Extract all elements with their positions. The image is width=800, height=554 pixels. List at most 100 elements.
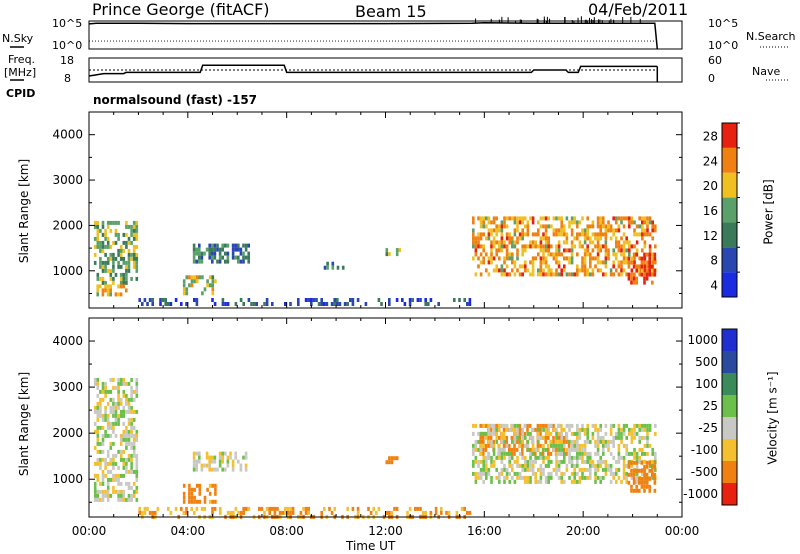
data-cell bbox=[635, 240, 639, 245]
data-cell bbox=[112, 252, 115, 257]
data-cell bbox=[589, 240, 592, 245]
data-cell bbox=[516, 240, 519, 245]
data-cell bbox=[648, 468, 651, 473]
data-cell bbox=[96, 244, 100, 249]
data-cell bbox=[622, 443, 626, 448]
data-cell bbox=[114, 272, 118, 277]
data-cell bbox=[518, 463, 522, 468]
data-cell bbox=[627, 276, 631, 281]
data-cell bbox=[521, 455, 524, 460]
data-cell bbox=[615, 268, 618, 273]
data-cell bbox=[638, 232, 641, 237]
data-cell bbox=[221, 247, 224, 252]
data-cell bbox=[531, 232, 535, 237]
data-cell bbox=[482, 423, 485, 428]
data-cell bbox=[505, 423, 509, 428]
data-cell bbox=[604, 459, 608, 464]
velocity-cbar-swatch bbox=[722, 373, 737, 395]
data-cell bbox=[239, 463, 243, 468]
data-cell bbox=[495, 264, 498, 269]
data-cell bbox=[651, 468, 654, 473]
data-cell bbox=[578, 268, 582, 273]
data-cell bbox=[132, 244, 136, 249]
data-cell bbox=[565, 232, 569, 237]
data-cell bbox=[555, 459, 558, 464]
data-cell bbox=[395, 456, 399, 461]
data-cell bbox=[591, 459, 595, 464]
data-cell bbox=[586, 216, 589, 221]
data-cell bbox=[581, 260, 584, 265]
data-cell bbox=[516, 268, 519, 273]
data-cell bbox=[214, 499, 217, 504]
data-cell bbox=[596, 431, 600, 436]
data-cell bbox=[208, 243, 211, 248]
data-cell bbox=[346, 506, 349, 511]
data-cell bbox=[526, 439, 530, 444]
data-cell bbox=[289, 302, 292, 306]
data-cell bbox=[641, 423, 644, 428]
data-cell bbox=[547, 244, 550, 249]
data-cell bbox=[242, 255, 245, 260]
data-cell bbox=[599, 435, 602, 440]
data-cell bbox=[96, 437, 100, 442]
data-cell bbox=[195, 251, 198, 256]
freq-panel bbox=[10, 57, 788, 83]
data-cell bbox=[563, 240, 566, 245]
data-cell bbox=[263, 302, 266, 306]
data-cell bbox=[188, 495, 191, 500]
data-cell bbox=[375, 510, 378, 515]
data-cell bbox=[114, 477, 118, 482]
data-cell bbox=[529, 431, 532, 436]
data-cell bbox=[633, 431, 636, 436]
data-cell bbox=[495, 232, 498, 237]
data-cell bbox=[104, 252, 107, 257]
data-cell bbox=[205, 247, 209, 252]
data-cell bbox=[534, 459, 537, 464]
data-cell bbox=[635, 488, 638, 493]
data-cell bbox=[492, 228, 496, 233]
data-cell bbox=[630, 276, 633, 281]
data-cell bbox=[511, 455, 514, 460]
data-cell bbox=[646, 431, 649, 436]
data-cell bbox=[117, 477, 120, 482]
data-cell bbox=[96, 497, 100, 502]
data-cell bbox=[487, 260, 491, 265]
velocity-cbar-tick-label: 25 bbox=[703, 399, 718, 413]
data-cell bbox=[127, 481, 131, 486]
data-cell bbox=[198, 275, 202, 280]
data-cell bbox=[539, 463, 543, 468]
plot-frame bbox=[88, 317, 683, 518]
nsky-series bbox=[88, 21, 659, 50]
data-cell bbox=[101, 493, 105, 498]
data-cell bbox=[630, 216, 634, 221]
data-cell bbox=[135, 268, 139, 273]
data-cell bbox=[119, 409, 123, 414]
data-cell bbox=[106, 284, 110, 289]
data-cell bbox=[112, 465, 115, 470]
data-cell bbox=[206, 279, 209, 284]
data-cell bbox=[498, 451, 501, 456]
data-cell bbox=[513, 431, 517, 436]
data-cell bbox=[479, 423, 482, 428]
data-cell bbox=[127, 417, 131, 422]
data-cell bbox=[503, 463, 506, 468]
data-cell bbox=[646, 435, 649, 440]
data-cell bbox=[537, 427, 540, 432]
data-cell bbox=[109, 268, 113, 273]
data-cell bbox=[513, 439, 517, 444]
data-cell bbox=[570, 248, 574, 253]
data-cell bbox=[96, 417, 100, 422]
data-cell bbox=[127, 453, 131, 458]
data-cell bbox=[635, 451, 639, 456]
data-cell bbox=[117, 473, 120, 478]
nsky-label: N.Sky bbox=[2, 32, 34, 45]
data-cell bbox=[596, 475, 600, 480]
data-cell bbox=[531, 216, 535, 221]
data-cell bbox=[599, 236, 602, 241]
data-cell bbox=[130, 453, 133, 458]
data-cell bbox=[620, 435, 623, 440]
data-cell bbox=[112, 268, 115, 273]
data-cell bbox=[638, 435, 641, 440]
data-cell bbox=[555, 443, 558, 448]
data-cell bbox=[617, 459, 621, 464]
